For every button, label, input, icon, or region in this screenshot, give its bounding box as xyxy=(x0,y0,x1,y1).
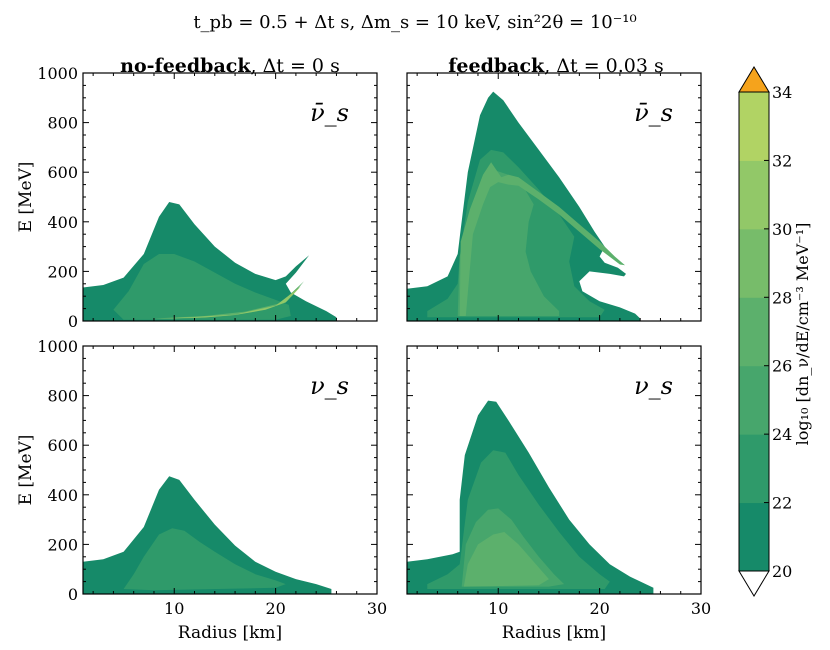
colorbar: 20 22 24 26 28 30 32 34 xyxy=(738,66,792,597)
contour-region-level-22 xyxy=(113,254,291,320)
colorbar-extend-min xyxy=(738,570,770,597)
y-tick-label: 800 xyxy=(47,114,78,133)
colorbar-extend-max xyxy=(738,66,770,93)
colorbar-tick-label: 30 xyxy=(772,220,792,239)
x-tick-label: 10 xyxy=(164,599,184,618)
y-tick-label: 600 xyxy=(47,436,78,455)
colorbar-band-32 xyxy=(739,92,769,161)
x-tick-label: 10 xyxy=(488,599,508,618)
colorbar-tick-label: 32 xyxy=(772,151,792,170)
y-tick-label: 400 xyxy=(47,213,78,232)
y-axis-label: E [MeV] xyxy=(16,162,36,233)
contour-region-level-24 xyxy=(457,169,560,316)
colorbar-band-28 xyxy=(739,228,769,298)
panel-top-left: 0 200 400 600 800 1000 E [MeV] ν̄_s xyxy=(16,64,378,331)
colorbar-tick-label: 24 xyxy=(772,425,792,444)
contour-fills xyxy=(407,91,641,321)
panel-top-right: ν̄_s xyxy=(406,72,702,322)
column-title-no-feedback: no-feedback, Δt = 0 s xyxy=(120,55,340,77)
colorbar-frame xyxy=(738,91,770,572)
y-tick-label: 1000 xyxy=(37,337,78,356)
column-titles: no-feedback, Δt = 0 s feedback, Δt = 0.0… xyxy=(120,55,664,77)
figure-title: t_pb = 0.5 + Δt s, Δm_s = 10 keV, sin²2θ… xyxy=(193,12,636,33)
column-title-bold: feedback xyxy=(448,55,545,77)
contour-fills xyxy=(407,400,654,594)
colorbar-label: log₁₀ [dn_ν/dE/cm⁻³ MeV⁻¹] xyxy=(793,223,812,446)
colorbar-tick-label: 20 xyxy=(772,562,792,581)
colorbar-tick-label: 28 xyxy=(772,288,792,307)
x-tick-label: 30 xyxy=(367,599,387,618)
y-tick-label: 200 xyxy=(47,535,78,554)
column-title-rest: , Δt = 0 s xyxy=(251,55,340,77)
y-tick-label: 0 xyxy=(68,312,78,331)
y-axis-label: E [MeV] xyxy=(16,435,36,506)
species-label: ν̄_s xyxy=(634,99,673,127)
contour-fills xyxy=(83,476,332,594)
column-title-feedback: feedback, Δt = 0.03 s xyxy=(448,55,664,77)
species-label: ν_s xyxy=(310,372,349,400)
contour-region-level-26 xyxy=(463,532,549,587)
x-tick-label: 20 xyxy=(265,599,285,618)
x-axis-label: Radius [km] xyxy=(502,623,606,643)
contour-fills xyxy=(83,202,337,321)
y-tick-label: 0 xyxy=(68,585,78,604)
x-axis-label: Radius [km] xyxy=(178,623,282,643)
y-tick-label: 400 xyxy=(47,486,78,505)
y-tick-label: 600 xyxy=(47,163,78,182)
panel-bottom-right: 10 20 30 Radius [km] ν_s xyxy=(406,345,711,643)
y-tick-label: 800 xyxy=(47,387,78,406)
colorbar-band-26 xyxy=(739,297,769,367)
column-title-bold: no-feedback xyxy=(120,55,251,77)
species-label: ν̄_s xyxy=(310,99,349,127)
x-tick-label: 30 xyxy=(691,599,711,618)
species-label: ν_s xyxy=(634,372,673,400)
colorbar-band-22 xyxy=(739,434,769,504)
column-title-rest: , Δt = 0.03 s xyxy=(544,55,664,77)
x-tick-label: 20 xyxy=(589,599,609,618)
y-tick-label: 1000 xyxy=(37,64,78,83)
panel-bottom-left: 10 20 30 Radius [km] 0 200 400 600 800 1000 E [MeV… xyxy=(16,337,387,643)
colorbar-tick-label: 34 xyxy=(772,83,792,102)
colorbar-band-30 xyxy=(739,160,769,230)
colorbar-band-20 xyxy=(739,502,769,572)
colorbar-tick-label: 22 xyxy=(772,494,792,513)
y-tick-label: 200 xyxy=(47,262,78,281)
contour-region-level-26 xyxy=(459,162,625,316)
contour-region-level-22 xyxy=(123,528,286,591)
colorbar-band-24 xyxy=(739,365,769,435)
colorbar-tick-label: 26 xyxy=(772,357,792,376)
